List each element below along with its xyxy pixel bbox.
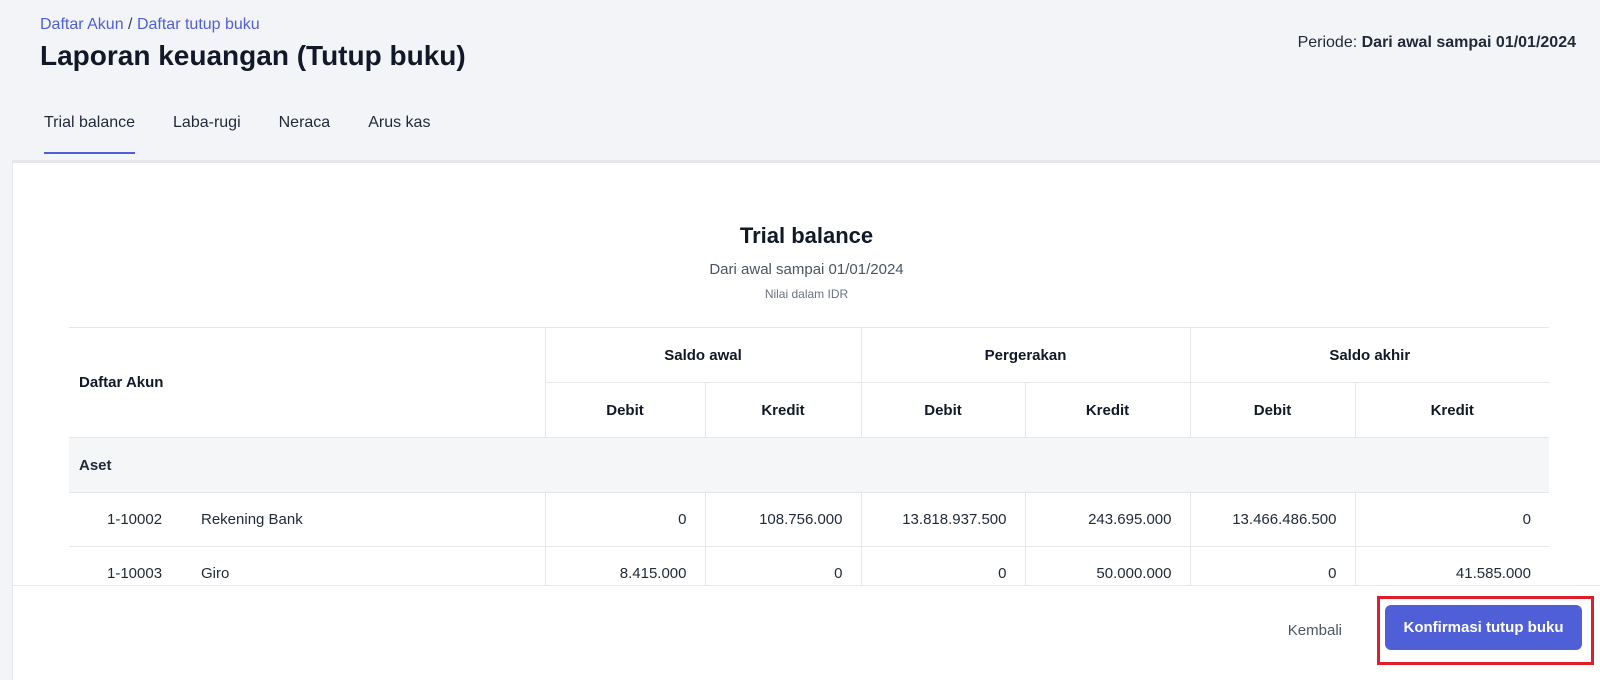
tab-arus-kas[interactable]: Arus kas xyxy=(368,114,431,131)
pergerakan-kredit: 243.695.000 xyxy=(1024,492,1190,547)
saldo-awal-debit: 0 xyxy=(544,492,705,547)
table-row: 1-10002 Rekening Bank 0 108.756.000 13.8… xyxy=(69,492,1549,547)
action-footer: Kembali Konfirmasi tutup buku xyxy=(13,585,1600,680)
kembali-button[interactable]: Kembali xyxy=(1287,622,1342,639)
periode-value: Dari awal sampai 01/01/2024 xyxy=(1361,34,1576,51)
saldo-akhir-kredit: 41.585.000 xyxy=(1354,546,1549,585)
header-saldo-awal-kredit: Kredit xyxy=(704,382,861,438)
header-saldo-akhir: Saldo akhir xyxy=(1189,327,1549,383)
pergerakan-debit: 13.818.937.500 xyxy=(860,492,1025,547)
breadcrumb-daftar-akun-link[interactable]: Daftar Akun xyxy=(40,16,124,33)
saldo-akhir-kredit: 0 xyxy=(1354,492,1549,547)
saldo-akhir-debit: 13.466.486.500 xyxy=(1189,492,1355,547)
header-pergerakan-debit: Debit xyxy=(860,382,1025,438)
pergerakan-debit: 0 xyxy=(860,546,1025,585)
tab-laba-rugi[interactable]: Laba-rugi xyxy=(173,114,241,131)
header-saldo-awal: Saldo awal xyxy=(544,327,861,383)
account-name: Rekening Bank xyxy=(201,492,545,547)
report-unit: Nilai dalam IDR xyxy=(764,287,849,301)
breadcrumb-separator: / xyxy=(123,16,137,33)
header-saldo-akhir-kredit: Kredit xyxy=(1354,382,1549,438)
saldo-awal-debit: 8.415.000 xyxy=(544,546,705,585)
left-gutter xyxy=(0,160,12,680)
account-name: Giro xyxy=(201,546,545,585)
section-label: Aset xyxy=(69,437,1549,493)
periode-info: Periode: Dari awal sampai 01/01/2024 xyxy=(1298,34,1576,52)
pergerakan-kredit: 50.000.000 xyxy=(1024,546,1190,585)
tab-neraca[interactable]: Neraca xyxy=(278,114,331,131)
header-saldo-awal-debit: Debit xyxy=(544,382,705,438)
page-title: Laporan keuangan (Tutup buku) xyxy=(40,40,466,71)
account-code: 1-10003 xyxy=(69,546,201,585)
table-row: 1-10003 Giro 8.415.000 0 0 50.000.000 0 … xyxy=(69,546,1549,585)
breadcrumb-daftar-tutup-buku-link[interactable]: Daftar tutup buku xyxy=(136,16,260,33)
periode-label: Periode: xyxy=(1297,34,1362,51)
report-panel: Trial balance Dari awal sampai 01/01/202… xyxy=(12,160,1600,680)
header-pergerakan: Pergerakan xyxy=(860,327,1190,383)
trial-balance-table-scroll[interactable]: Daftar Akun Saldo awal Pergerakan Saldo … xyxy=(69,327,1549,585)
saldo-akhir-debit: 0 xyxy=(1189,546,1355,585)
header-saldo-akhir-debit: Debit xyxy=(1189,382,1355,438)
tab-trial-balance[interactable]: Trial balance xyxy=(44,114,136,154)
saldo-awal-kredit: 0 xyxy=(704,546,861,585)
report-subtitle: Dari awal sampai 01/01/2024 xyxy=(709,261,904,278)
header-daftar-akun: Daftar Akun xyxy=(69,327,545,438)
saldo-awal-kredit: 108.756.000 xyxy=(704,492,861,547)
header-pergerakan-kredit: Kredit xyxy=(1024,382,1190,438)
account-code: 1-10002 xyxy=(69,492,201,547)
breadcrumb: Daftar Akun / Daftar tutup buku xyxy=(40,16,260,34)
confirm-highlight-box: Konfirmasi tutup buku xyxy=(1377,596,1594,665)
konfirmasi-tutup-buku-button[interactable]: Konfirmasi tutup buku xyxy=(1385,605,1582,650)
trial-balance-table: Daftar Akun Saldo awal Pergerakan Saldo … xyxy=(69,327,1549,585)
section-row-aset: Aset xyxy=(69,437,1549,493)
report-title: Trial balance xyxy=(739,223,874,248)
report-tabs: Trial balance Laba-rugi Neraca Arus kas xyxy=(44,114,430,154)
